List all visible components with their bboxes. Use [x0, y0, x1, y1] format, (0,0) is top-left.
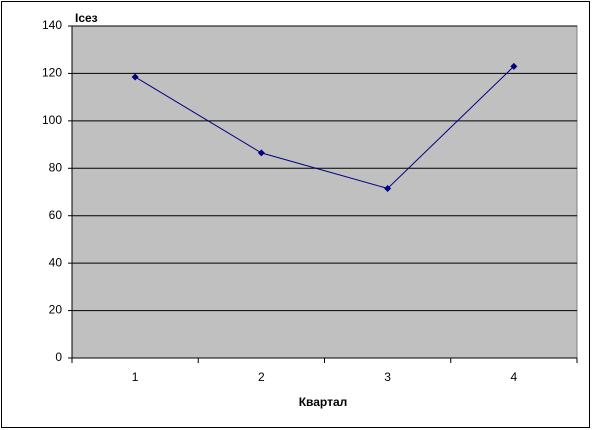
x-tick-label: 2 — [258, 370, 265, 384]
x-tick-label: 3 — [384, 370, 391, 384]
y-axis-label: Iсез — [75, 11, 98, 25]
x-tick-label: 1 — [132, 370, 139, 384]
data-point — [257, 149, 265, 157]
data-point — [510, 62, 518, 70]
data-point — [384, 184, 392, 192]
series-line — [134, 65, 515, 190]
y-tick-label: 140 — [42, 18, 62, 32]
data-point — [131, 73, 139, 81]
x-tick-label: 4 — [511, 370, 518, 384]
y-tick-label: 80 — [49, 160, 63, 174]
y-tick-label: 40 — [49, 255, 63, 269]
x-axis-label: Квартал — [299, 395, 348, 409]
plot-area — [71, 25, 578, 359]
y-tick-label: 100 — [42, 113, 62, 127]
y-tick-label: 60 — [49, 208, 63, 222]
y-tick-label: 120 — [42, 66, 62, 80]
y-tick-label: 20 — [49, 303, 63, 317]
y-tick-label: 0 — [55, 350, 62, 364]
